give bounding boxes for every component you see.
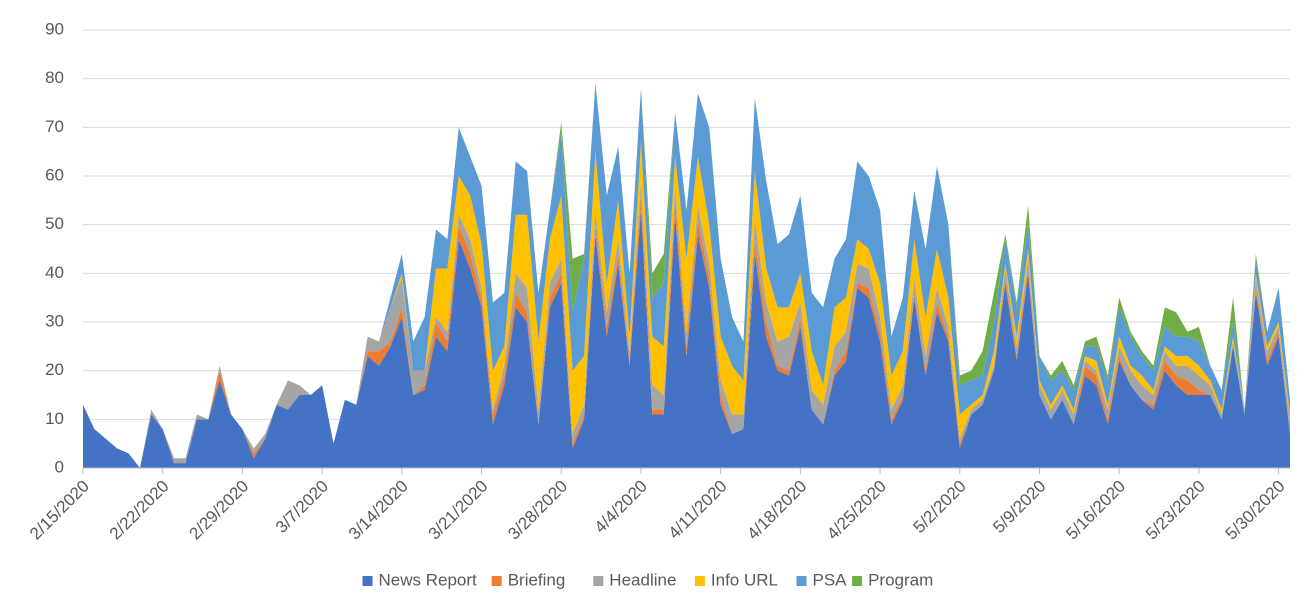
area — [83, 210, 1290, 469]
x-tick-label: 4/4/2020 — [591, 477, 651, 537]
area — [83, 83, 1290, 469]
y-tick-label: 30 — [45, 311, 64, 330]
y-tick-label: 0 — [55, 457, 64, 476]
x-tick-label: 2/15/2020 — [26, 477, 93, 544]
x-tick-label: 2/22/2020 — [106, 477, 173, 544]
x-tick-label: 3/14/2020 — [345, 477, 412, 544]
legend-label: Program — [868, 570, 933, 589]
legend-label: PSA — [813, 570, 848, 589]
legend-label: Briefing — [508, 570, 566, 589]
legend-label: News Report — [379, 570, 478, 589]
x-tick-label: 4/25/2020 — [823, 477, 890, 544]
x-tick-label: 3/28/2020 — [504, 477, 571, 544]
y-tick-label: 60 — [45, 165, 64, 184]
x-tick-label: 3/7/2020 — [272, 477, 332, 537]
area — [83, 141, 1290, 468]
x-tick-label: 4/18/2020 — [743, 477, 810, 544]
x-tick-label: 5/30/2020 — [1222, 477, 1289, 544]
x-tick-label: 5/23/2020 — [1142, 477, 1209, 544]
x-tick-label: 5/16/2020 — [1062, 477, 1129, 544]
y-tick-label: 80 — [45, 68, 64, 87]
x-tick-label: 5/9/2020 — [989, 477, 1049, 537]
y-tick-label: 90 — [45, 19, 64, 38]
y-tick-label: 70 — [45, 117, 64, 136]
y-tick-label: 50 — [45, 214, 64, 233]
y-tick-label: 20 — [45, 360, 64, 379]
x-tick-label: 2/29/2020 — [185, 477, 252, 544]
legend-swatch — [852, 576, 863, 586]
x-tick-label: 3/21/2020 — [425, 477, 492, 544]
legend-swatch — [796, 576, 807, 586]
legend-swatch — [593, 576, 604, 586]
y-tick-label: 40 — [45, 263, 64, 282]
y-tick-label: 10 — [45, 409, 64, 428]
x-tick-label: 5/2/2020 — [910, 477, 970, 537]
legend-swatch — [694, 576, 705, 586]
legend-swatch — [491, 576, 502, 586]
legend-label: Info URL — [711, 570, 778, 589]
legend-swatch — [362, 576, 373, 586]
legend-label: Headline — [609, 570, 676, 589]
x-tick-label: 4/11/2020 — [665, 477, 731, 543]
